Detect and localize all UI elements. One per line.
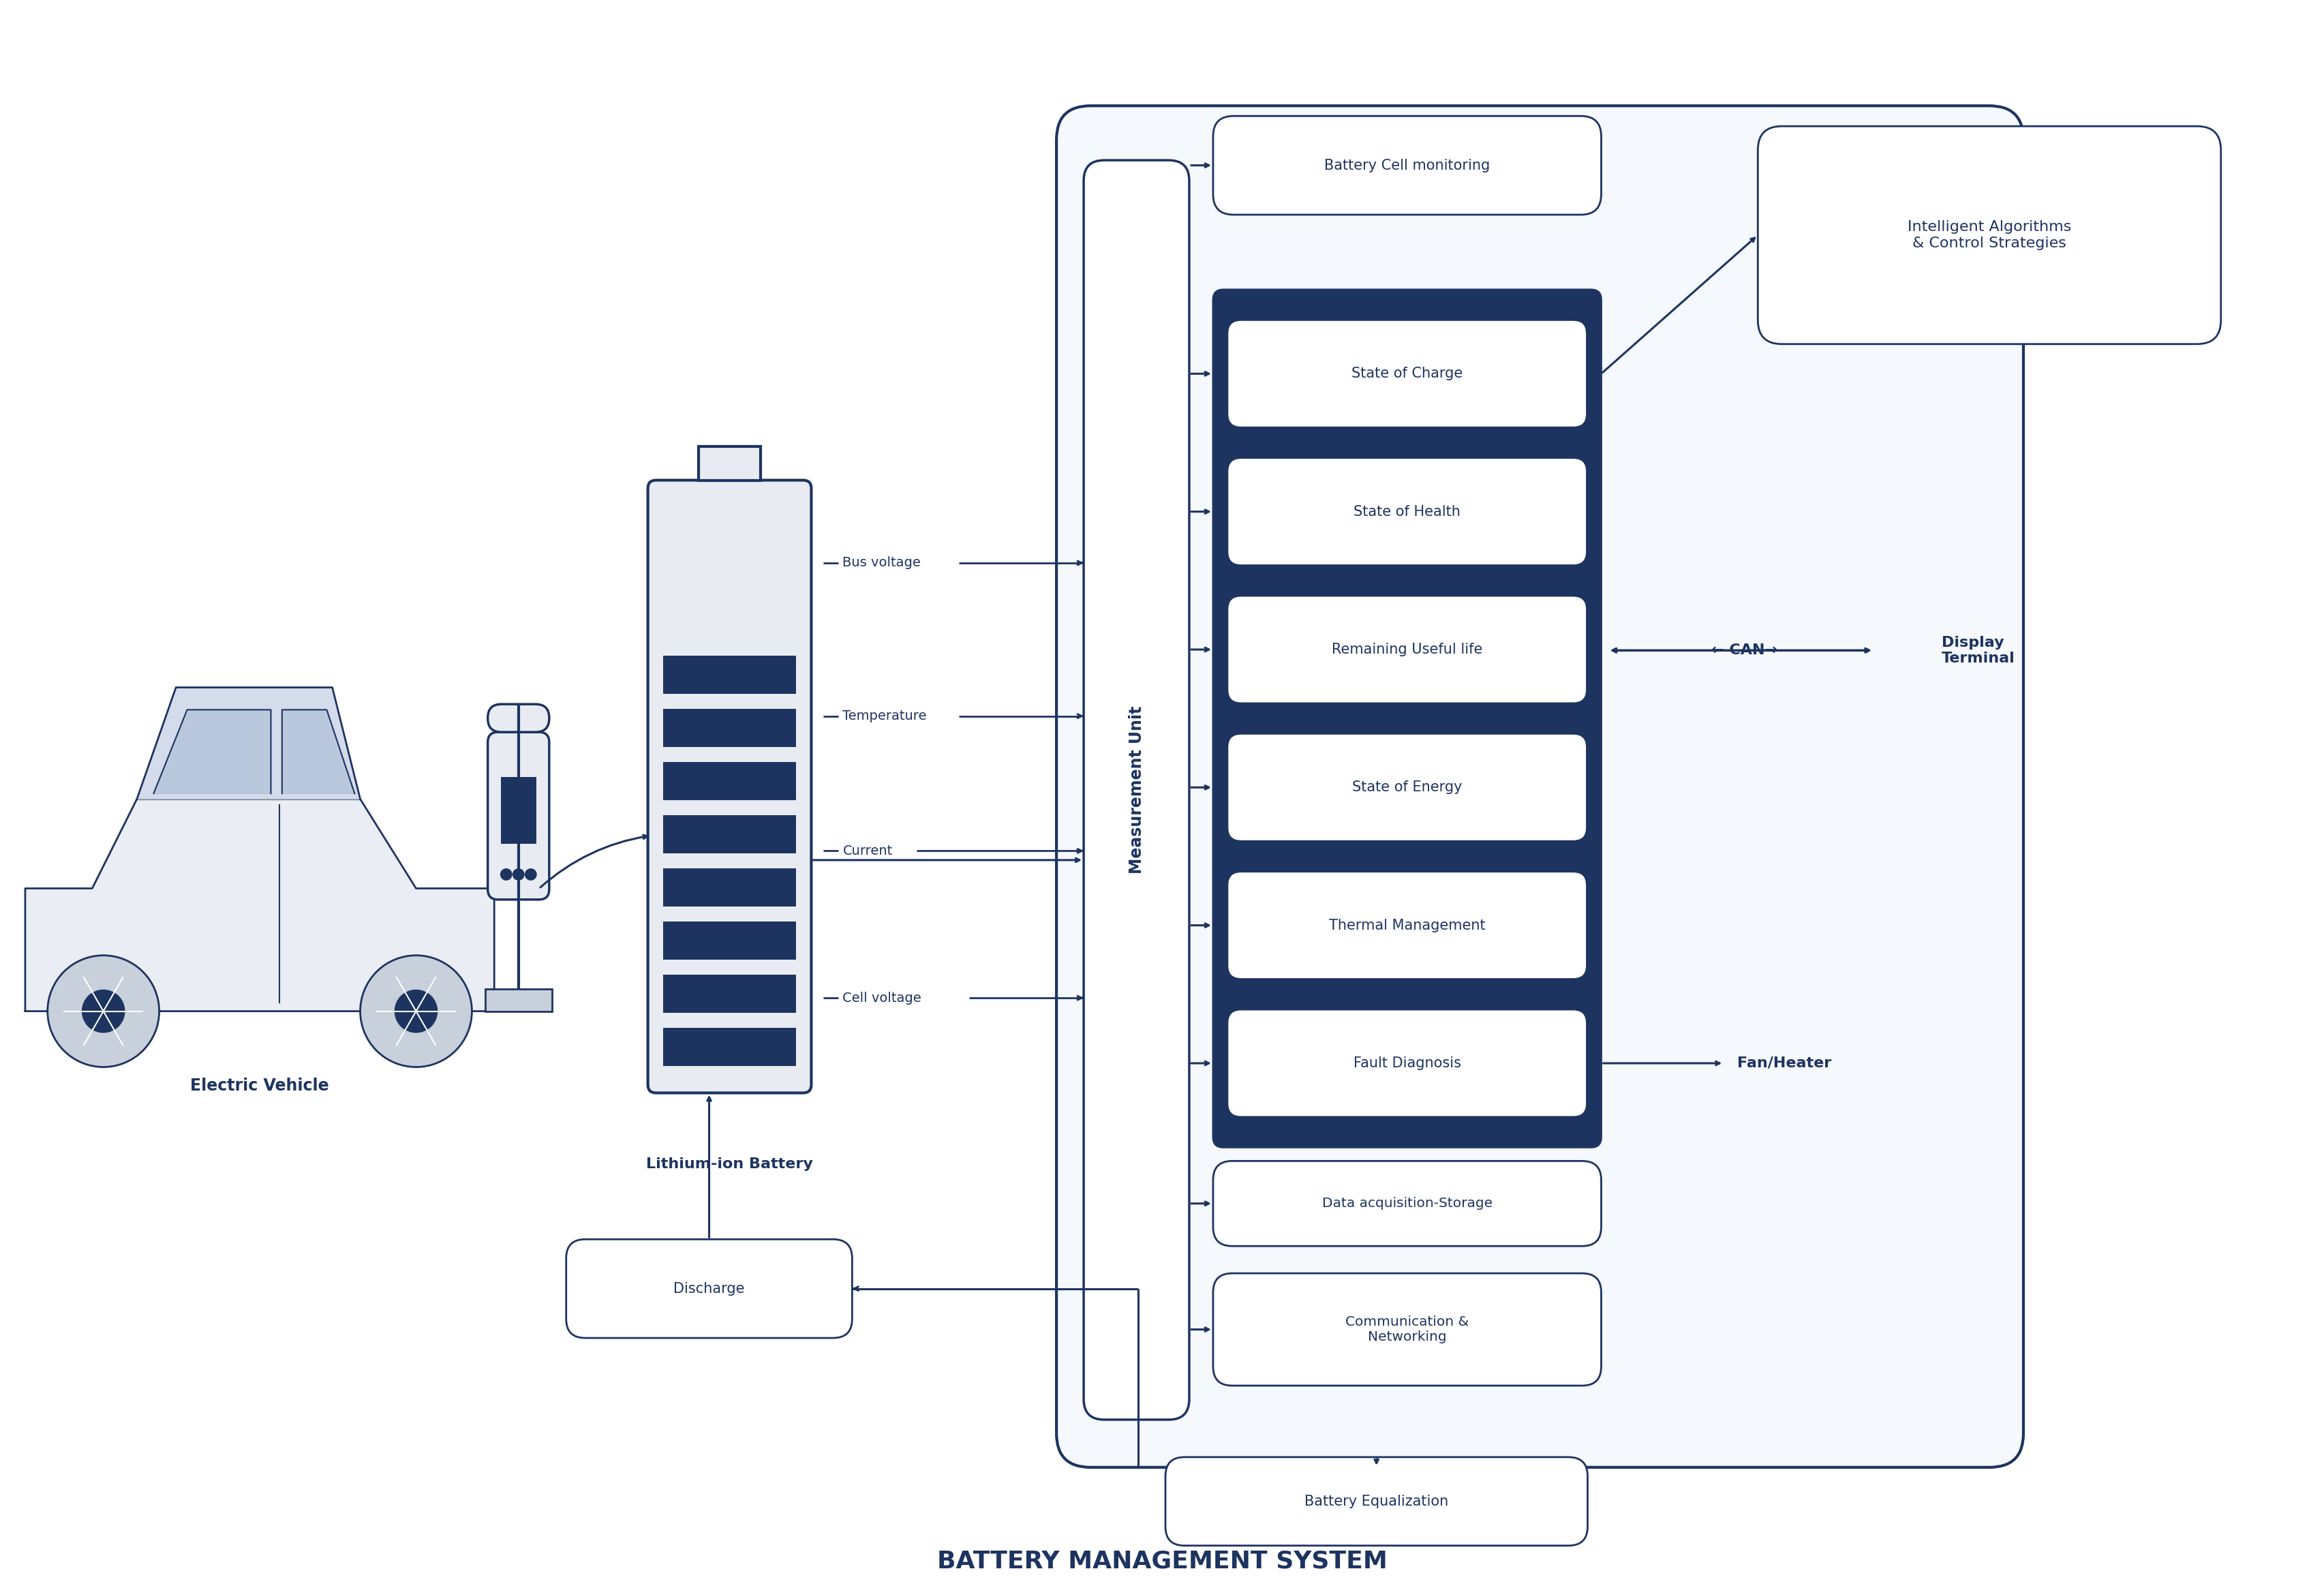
Circle shape [395,990,437,1033]
Polygon shape [153,710,272,794]
Text: Temperature: Temperature [844,710,927,722]
FancyBboxPatch shape [1227,733,1587,841]
Circle shape [81,990,125,1033]
Bar [662,656,797,694]
Bar [662,922,797,960]
FancyBboxPatch shape [488,732,548,900]
Circle shape [500,870,511,881]
Bar [662,974,797,1012]
Text: State of Charge: State of Charge [1353,367,1462,380]
Text: Discharge: Discharge [674,1281,744,1296]
FancyBboxPatch shape [488,705,548,732]
Text: Thermal Management: Thermal Management [1329,919,1485,931]
Text: Cell voltage: Cell voltage [844,992,923,1004]
Text: Intelligent Algorithms
& Control Strategies: Intelligent Algorithms & Control Strateg… [1908,220,2071,250]
Text: ← CAN→: ← CAN→ [1710,643,1778,657]
Circle shape [360,955,472,1068]
FancyBboxPatch shape [1213,290,1601,1147]
Text: Battery Cell monitoring: Battery Cell monitoring [1325,158,1490,173]
FancyBboxPatch shape [1227,458,1587,565]
FancyBboxPatch shape [1227,871,1587,979]
Polygon shape [281,710,356,794]
Text: Battery Equalization: Battery Equalization [1304,1495,1448,1508]
FancyBboxPatch shape [1757,127,2222,344]
Text: State of Health: State of Health [1353,505,1459,518]
Circle shape [525,870,537,881]
Text: Current: Current [844,844,892,857]
Text: Communication &
Networking: Communication & Networking [1346,1315,1469,1343]
Text: Fan/Heater: Fan/Heater [1738,1057,1831,1071]
Bar [662,710,797,748]
FancyBboxPatch shape [1213,116,1601,215]
Text: Fault Diagnosis: Fault Diagnosis [1353,1057,1462,1071]
Text: Data acquisition-Storage: Data acquisition-Storage [1322,1198,1492,1210]
FancyBboxPatch shape [1164,1457,1587,1546]
Bar [662,762,797,800]
Text: Electric Vehicle: Electric Vehicle [191,1079,330,1095]
Bar [662,816,797,854]
FancyBboxPatch shape [1057,106,2024,1467]
FancyBboxPatch shape [1213,1161,1601,1247]
FancyBboxPatch shape [1227,1009,1587,1117]
Text: BATTERY MANAGEMENT SYSTEM: BATTERY MANAGEMENT SYSTEM [937,1549,1387,1573]
Text: State of Energy: State of Energy [1353,781,1462,794]
FancyBboxPatch shape [1083,160,1190,1419]
Text: Bus voltage: Bus voltage [844,556,920,569]
FancyBboxPatch shape [567,1239,853,1338]
Circle shape [514,870,525,881]
Bar [486,988,553,1011]
Polygon shape [137,687,360,798]
Polygon shape [26,798,495,1011]
FancyBboxPatch shape [1227,320,1587,428]
Bar [662,868,797,906]
Text: Measurement Unit: Measurement Unit [1127,706,1146,874]
Bar [700,447,760,480]
FancyBboxPatch shape [1227,596,1587,703]
Text: Display
Terminal: Display Terminal [1943,635,2015,665]
Bar [662,1028,797,1066]
Circle shape [46,955,160,1068]
Text: Remaining Useful life: Remaining Useful life [1332,643,1483,656]
FancyBboxPatch shape [648,480,811,1093]
Text: Lithium-ion Battery: Lithium-ion Battery [646,1158,813,1171]
FancyBboxPatch shape [1213,1274,1601,1386]
Bar [500,776,537,844]
